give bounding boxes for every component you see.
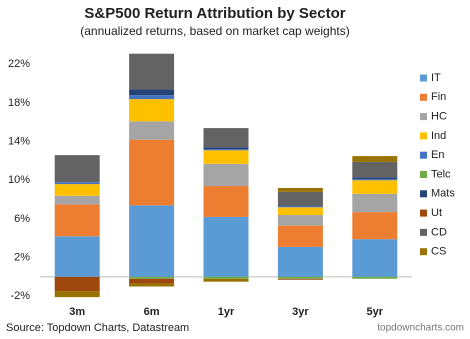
y-tick-label: 6% <box>14 213 30 225</box>
bar-segment <box>277 191 323 206</box>
x-tick-label: 5yr <box>367 306 384 318</box>
bar-segment <box>277 187 323 192</box>
legend-swatch <box>420 74 427 82</box>
x-tick-label: 1yr <box>218 306 235 318</box>
bar-segment <box>203 149 249 151</box>
bar-segment <box>54 184 100 196</box>
bar-segment <box>352 161 398 178</box>
legend-label: Fin <box>431 91 446 103</box>
bar-segment <box>352 180 398 194</box>
bar-segment <box>277 278 323 280</box>
bar-segment <box>129 278 175 284</box>
legend-label: Ut <box>431 207 442 219</box>
bar-segment <box>129 99 175 122</box>
y-tick-label: -2% <box>10 290 30 302</box>
bar-segment <box>352 156 398 162</box>
bar-segment <box>277 205 323 207</box>
bar-segment <box>203 216 249 277</box>
bar-segment <box>277 206 323 208</box>
bar-segment <box>129 205 175 277</box>
bar-segment <box>277 225 323 247</box>
bar-segment <box>54 195 100 205</box>
bar-segment <box>203 147 249 150</box>
legend-label: Ind <box>431 130 446 142</box>
legend-label: IT <box>431 72 441 84</box>
x-tick-label: 6m <box>144 306 160 318</box>
x-tick-label: 3yr <box>292 306 309 318</box>
bar-segment <box>54 182 100 185</box>
bar-segment <box>352 276 398 279</box>
y-tick-label: 22% <box>8 58 30 70</box>
bar-segment <box>129 121 175 140</box>
bar-segment <box>203 163 249 187</box>
x-tick-label: 3m <box>69 306 85 318</box>
watermark: topdowncharts.com <box>377 323 464 334</box>
y-tick-label: 14% <box>8 136 30 148</box>
bar-segment <box>129 139 175 206</box>
legend-label: Mats <box>431 188 455 200</box>
legend-swatch <box>420 228 427 236</box>
bar-segment <box>277 246 323 277</box>
legend-label: CD <box>431 226 447 238</box>
bar-segment <box>54 291 100 298</box>
y-tick-label: 18% <box>8 97 30 109</box>
legend-label: HC <box>431 111 447 123</box>
bar-segment <box>129 283 175 287</box>
bar-segment <box>277 215 323 226</box>
legend-swatch <box>420 171 427 178</box>
bar-segment <box>203 128 249 148</box>
bar-segment <box>203 186 249 217</box>
bar-segment <box>54 155 100 183</box>
bar-segment <box>277 207 323 216</box>
legend-label: Telc <box>431 168 451 180</box>
legend-label: En <box>431 149 444 161</box>
legend-swatch <box>420 248 427 256</box>
legend-swatch <box>420 151 427 159</box>
y-tick-label: 10% <box>8 174 30 186</box>
source: Source: Topdown Charts, Datastream <box>6 322 189 334</box>
bar-segment <box>129 89 175 96</box>
y-tick-label: 2% <box>14 251 30 263</box>
bar-segment <box>54 236 100 277</box>
bar-segment <box>352 177 398 180</box>
bar-segment <box>129 53 175 90</box>
legend-swatch <box>420 190 427 198</box>
chart-subtitle: (annualized returns, based on market cap… <box>80 24 349 38</box>
legend-swatch <box>420 132 427 140</box>
legend-swatch <box>420 209 427 217</box>
bar-segment <box>352 193 398 213</box>
bar-segment <box>203 150 249 164</box>
legend-swatch <box>420 113 427 121</box>
bar-segment <box>277 276 323 279</box>
bar-segment <box>203 278 249 282</box>
legend-label: CS <box>431 246 446 258</box>
bar-segment <box>54 276 100 292</box>
bar-segment <box>352 212 398 240</box>
bar-segment <box>352 239 398 277</box>
bar-segment <box>129 95 175 100</box>
bar-segment <box>203 276 249 279</box>
bar-segment <box>54 204 100 237</box>
bar-segment <box>129 276 175 279</box>
legend-swatch <box>420 93 427 101</box>
chart-title: S&P500 Return Attribution by Sector <box>84 5 345 22</box>
bar-segment <box>352 179 398 181</box>
